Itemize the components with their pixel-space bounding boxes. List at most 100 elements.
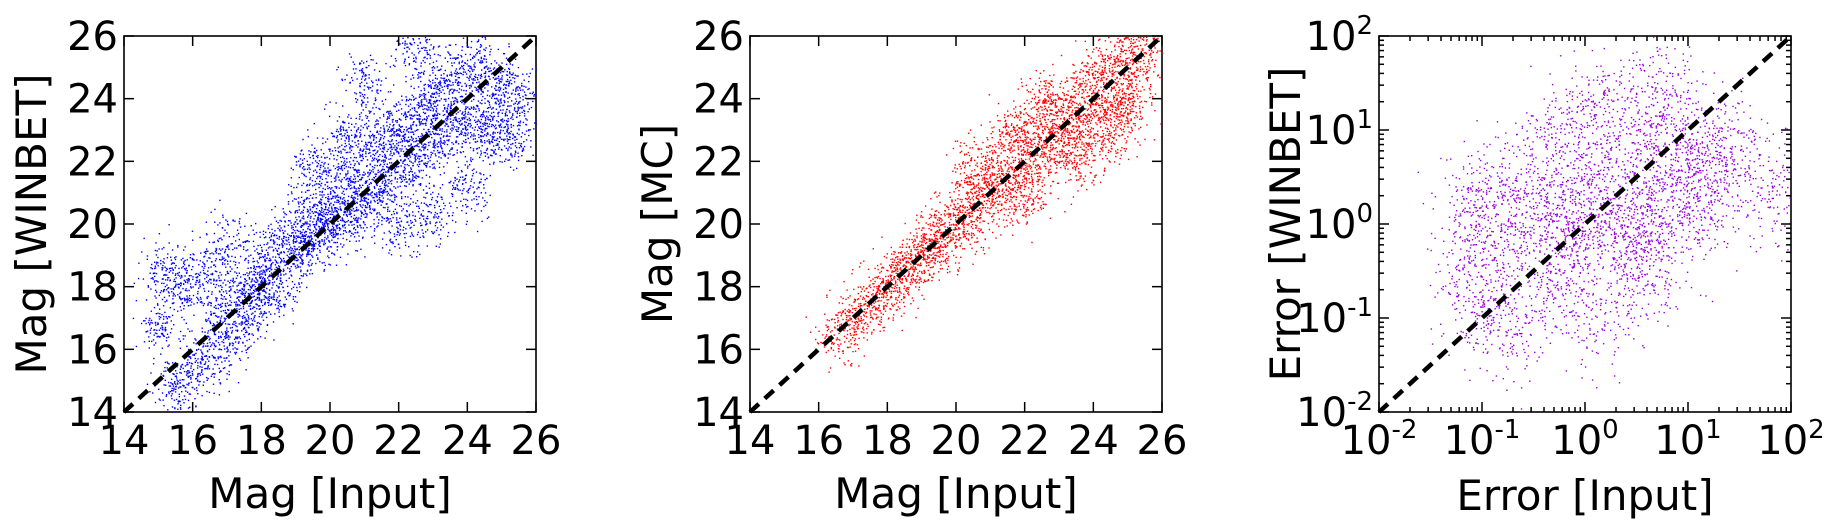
data-point	[409, 98, 411, 100]
data-point	[310, 240, 312, 242]
data-point	[257, 328, 259, 330]
data-point	[239, 281, 242, 284]
data-point	[295, 235, 298, 237]
data-point	[414, 130, 416, 132]
data-point	[401, 135, 404, 137]
data-point	[234, 247, 236, 249]
data-point	[450, 101, 452, 103]
data-point	[408, 127, 411, 129]
data-point	[206, 297, 208, 300]
data-point	[289, 293, 291, 295]
data-point	[172, 373, 174, 375]
data-point	[456, 79, 458, 81]
data-point	[193, 388, 196, 390]
data-point	[397, 165, 400, 168]
data-point	[310, 243, 313, 245]
data-point	[408, 171, 410, 173]
data-point	[180, 386, 182, 388]
data-point	[520, 146, 523, 148]
data-point	[206, 276, 208, 278]
data-point	[197, 290, 199, 293]
data-point	[498, 103, 500, 106]
data-point	[241, 321, 243, 324]
data-point	[189, 257, 191, 259]
data-point	[377, 150, 379, 152]
data-point	[193, 259, 195, 261]
data-point	[409, 114, 411, 116]
data-point	[333, 211, 335, 213]
data-point	[299, 230, 301, 233]
data-point	[324, 184, 326, 186]
data-point	[224, 263, 226, 265]
data-point	[443, 73, 445, 75]
data-point	[499, 99, 502, 101]
data-point	[342, 233, 345, 235]
data-point	[238, 220, 240, 223]
data-point	[465, 85, 467, 88]
data-point	[418, 161, 420, 163]
data-point	[210, 314, 212, 316]
data-point	[493, 150, 495, 152]
data-point	[211, 252, 213, 254]
data-point	[192, 386, 194, 389]
data-point	[413, 87, 415, 90]
data-point	[346, 203, 349, 205]
data-point	[308, 189, 310, 192]
data-point	[497, 75, 500, 78]
data-point	[220, 306, 222, 308]
data-point	[319, 177, 322, 179]
data-point	[495, 93, 497, 95]
data-point	[511, 156, 513, 158]
data-point	[221, 286, 223, 288]
data-point	[254, 285, 256, 288]
data-point	[343, 193, 345, 196]
data-point	[505, 63, 508, 66]
data-point	[535, 123, 537, 125]
data-point	[369, 172, 371, 174]
data-point	[236, 348, 239, 350]
data-point	[488, 126, 490, 128]
data-point	[507, 149, 509, 152]
data-point	[416, 129, 418, 131]
data-point	[243, 246, 245, 248]
data-point	[268, 275, 270, 277]
data-point	[355, 188, 358, 190]
data-point	[315, 193, 317, 195]
data-point	[431, 163, 434, 166]
data-point	[366, 128, 368, 130]
data-point	[225, 305, 227, 308]
data-point	[451, 62, 453, 64]
data-point	[224, 360, 226, 362]
data-point	[401, 180, 404, 182]
data-point	[394, 106, 396, 108]
data-point	[428, 182, 431, 185]
data-point	[459, 72, 461, 74]
data-point	[244, 321, 246, 323]
data-point	[309, 273, 311, 275]
data-point	[325, 196, 327, 199]
data-point	[441, 86, 443, 88]
data-point	[273, 296, 275, 298]
data-point	[250, 292, 252, 294]
data-point	[349, 188, 352, 190]
data-point	[445, 100, 447, 102]
data-point	[165, 340, 168, 342]
data-point	[250, 313, 253, 315]
data-point	[426, 108, 428, 110]
data-point	[283, 274, 285, 276]
data-point	[247, 288, 250, 291]
data-point	[249, 289, 251, 291]
data-point	[163, 258, 165, 260]
data-point	[276, 291, 278, 293]
data-point	[260, 323, 262, 326]
data-point	[337, 199, 339, 201]
data-point	[309, 225, 311, 227]
data-point	[223, 257, 225, 259]
data-point	[318, 220, 320, 222]
data-point	[179, 330, 182, 333]
data-point	[199, 271, 202, 274]
data-point	[207, 290, 210, 292]
data-point	[219, 304, 221, 306]
data-point	[333, 236, 335, 238]
data-point	[265, 265, 267, 268]
